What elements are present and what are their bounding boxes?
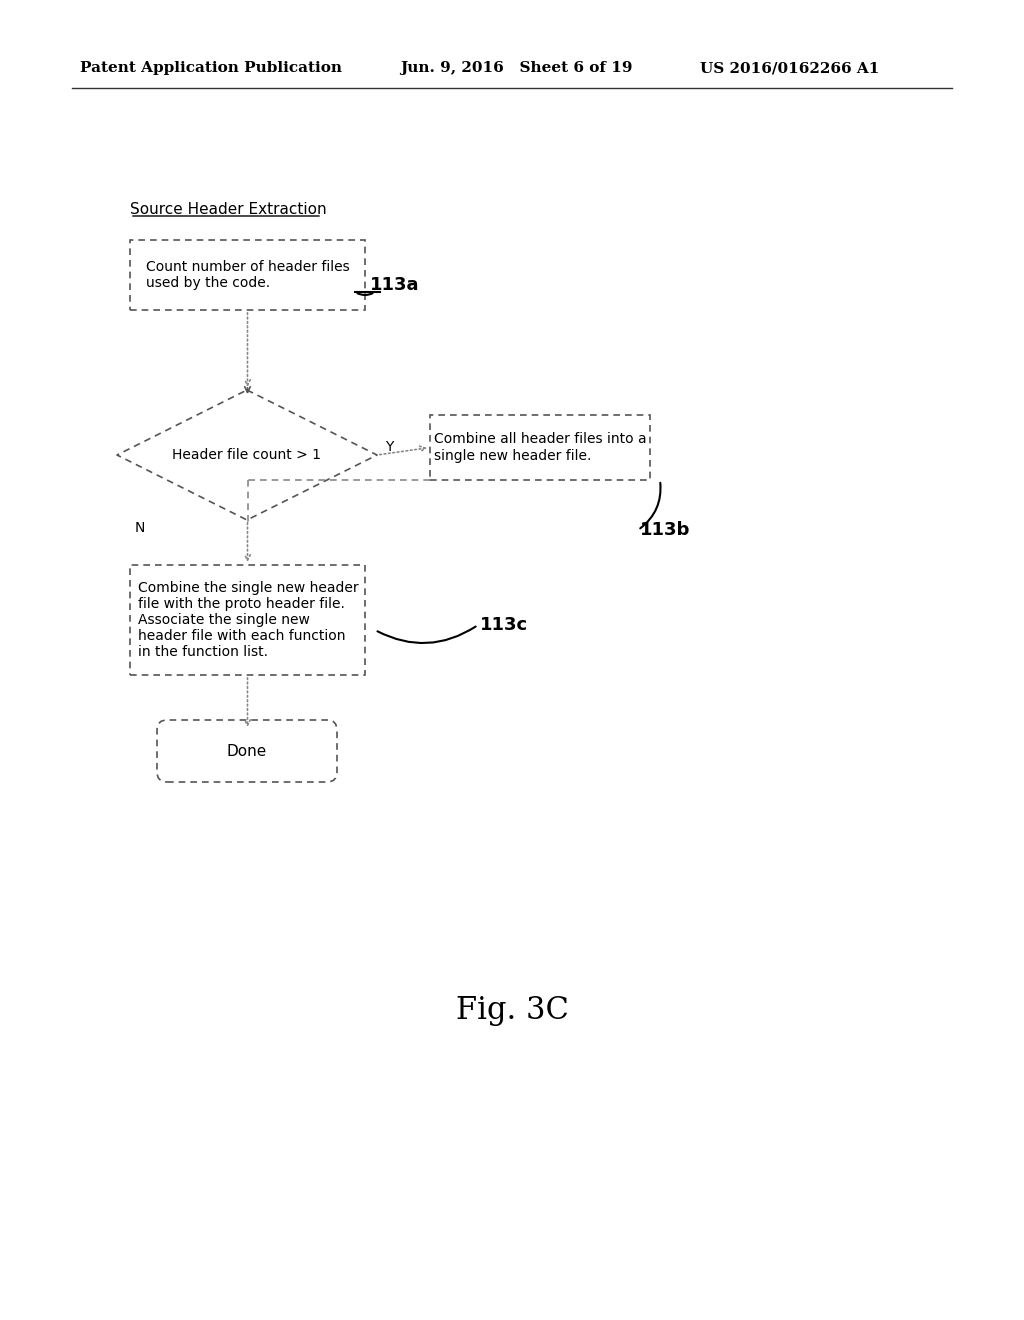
Text: Combine all header files into a
single new header file.: Combine all header files into a single n… xyxy=(434,433,646,462)
Text: 113b: 113b xyxy=(640,521,690,539)
FancyBboxPatch shape xyxy=(157,719,337,781)
Text: 113a: 113a xyxy=(370,276,420,294)
Text: Fig. 3C: Fig. 3C xyxy=(456,994,568,1026)
Text: Header file count > 1: Header file count > 1 xyxy=(172,447,322,462)
Text: Count number of header files
used by the code.: Count number of header files used by the… xyxy=(145,260,349,290)
Text: Y: Y xyxy=(385,440,393,454)
FancyBboxPatch shape xyxy=(430,414,650,480)
Text: Jun. 9, 2016   Sheet 6 of 19: Jun. 9, 2016 Sheet 6 of 19 xyxy=(400,61,633,75)
Text: Done: Done xyxy=(227,743,267,759)
FancyBboxPatch shape xyxy=(130,565,365,675)
Text: 113c: 113c xyxy=(480,616,528,634)
Text: US 2016/0162266 A1: US 2016/0162266 A1 xyxy=(700,61,880,75)
FancyBboxPatch shape xyxy=(130,240,365,310)
Text: Combine the single new header
file with the proto header file.
Associate the sin: Combine the single new header file with … xyxy=(138,581,358,660)
Text: Source Header Extraction: Source Header Extraction xyxy=(130,202,327,218)
Text: Patent Application Publication: Patent Application Publication xyxy=(80,61,342,75)
Text: N: N xyxy=(135,521,145,535)
